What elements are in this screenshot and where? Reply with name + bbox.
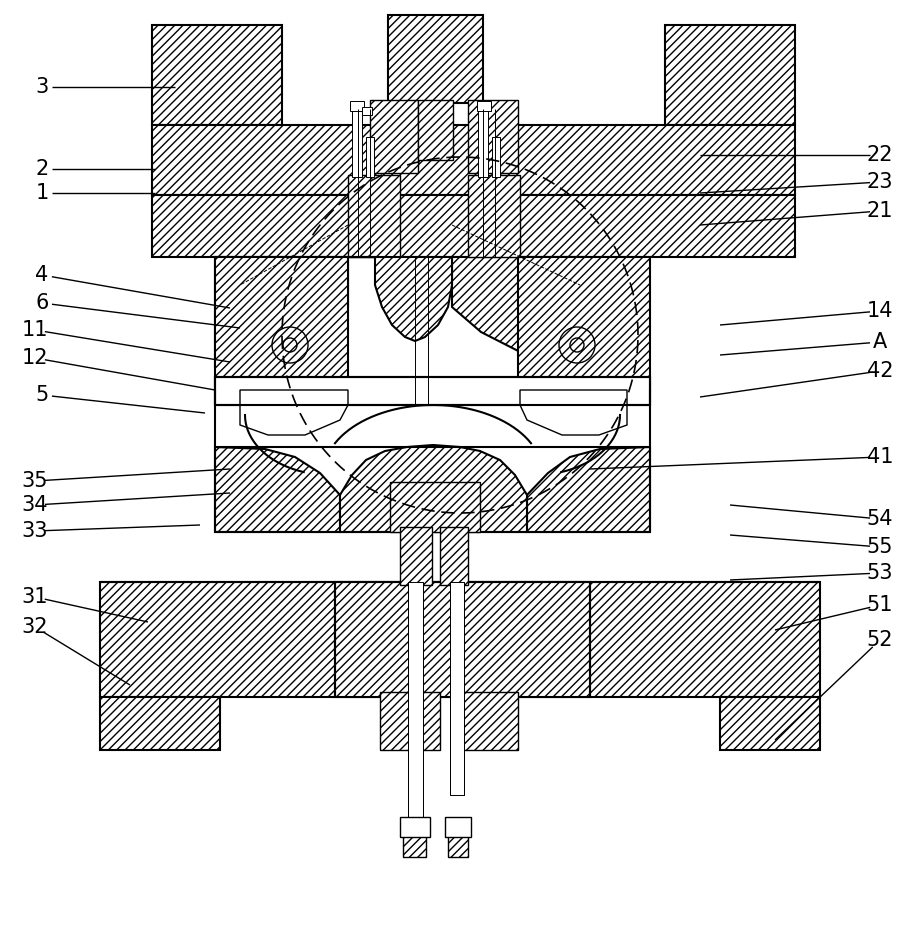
Text: 6: 6 — [35, 293, 49, 313]
Bar — [348, 175, 400, 257]
Bar — [335, 582, 590, 697]
Text: 21: 21 — [867, 201, 893, 221]
Bar — [380, 692, 440, 750]
Text: 55: 55 — [867, 537, 893, 557]
Bar — [370, 100, 418, 173]
Text: 3: 3 — [35, 77, 49, 97]
Polygon shape — [520, 390, 627, 435]
Bar — [366, 137, 374, 177]
Bar — [100, 697, 220, 750]
Bar — [215, 257, 348, 390]
Polygon shape — [240, 390, 348, 435]
Text: 23: 23 — [867, 172, 893, 192]
Text: 51: 51 — [867, 595, 893, 615]
Bar — [450, 582, 464, 795]
Bar — [448, 835, 468, 857]
Bar — [362, 107, 372, 115]
Bar — [665, 25, 795, 125]
Text: 54: 54 — [867, 509, 893, 529]
Bar — [215, 377, 650, 405]
Text: 52: 52 — [867, 630, 893, 650]
Bar — [460, 692, 518, 750]
Bar — [477, 101, 491, 111]
Bar — [720, 697, 820, 750]
Text: 42: 42 — [867, 361, 893, 381]
Text: 22: 22 — [867, 145, 893, 165]
Bar — [352, 109, 362, 177]
Text: 32: 32 — [22, 617, 48, 637]
Bar — [408, 582, 423, 817]
Text: 1: 1 — [35, 183, 49, 203]
Text: 2: 2 — [35, 159, 49, 179]
Bar — [468, 100, 518, 173]
Text: 4: 4 — [35, 265, 49, 285]
Text: 33: 33 — [22, 521, 48, 541]
Bar — [418, 100, 453, 160]
Bar — [350, 101, 364, 111]
Bar — [440, 527, 468, 585]
Bar — [152, 195, 795, 257]
Bar — [400, 817, 430, 837]
Text: 53: 53 — [867, 563, 893, 583]
Bar — [400, 527, 432, 585]
Text: 12: 12 — [22, 348, 48, 368]
Text: 31: 31 — [22, 587, 48, 607]
Polygon shape — [340, 445, 527, 532]
Bar — [468, 175, 520, 257]
Bar — [445, 817, 471, 837]
Text: 35: 35 — [22, 471, 48, 491]
Polygon shape — [215, 447, 340, 532]
Polygon shape — [527, 447, 650, 532]
Text: 14: 14 — [867, 301, 893, 321]
Text: 11: 11 — [22, 320, 48, 340]
Bar — [152, 25, 282, 125]
Bar — [478, 109, 488, 177]
Bar — [152, 125, 795, 195]
Bar — [492, 137, 500, 177]
Polygon shape — [215, 357, 268, 367]
Polygon shape — [348, 257, 452, 341]
Polygon shape — [215, 257, 348, 367]
Bar — [388, 15, 483, 103]
Text: 34: 34 — [22, 495, 48, 515]
Polygon shape — [452, 257, 584, 367]
Text: A: A — [873, 332, 887, 352]
Bar — [100, 582, 820, 697]
Bar — [403, 835, 426, 857]
Bar — [390, 482, 480, 532]
Text: 41: 41 — [867, 447, 893, 467]
Bar — [518, 257, 650, 390]
Text: 5: 5 — [35, 385, 49, 405]
